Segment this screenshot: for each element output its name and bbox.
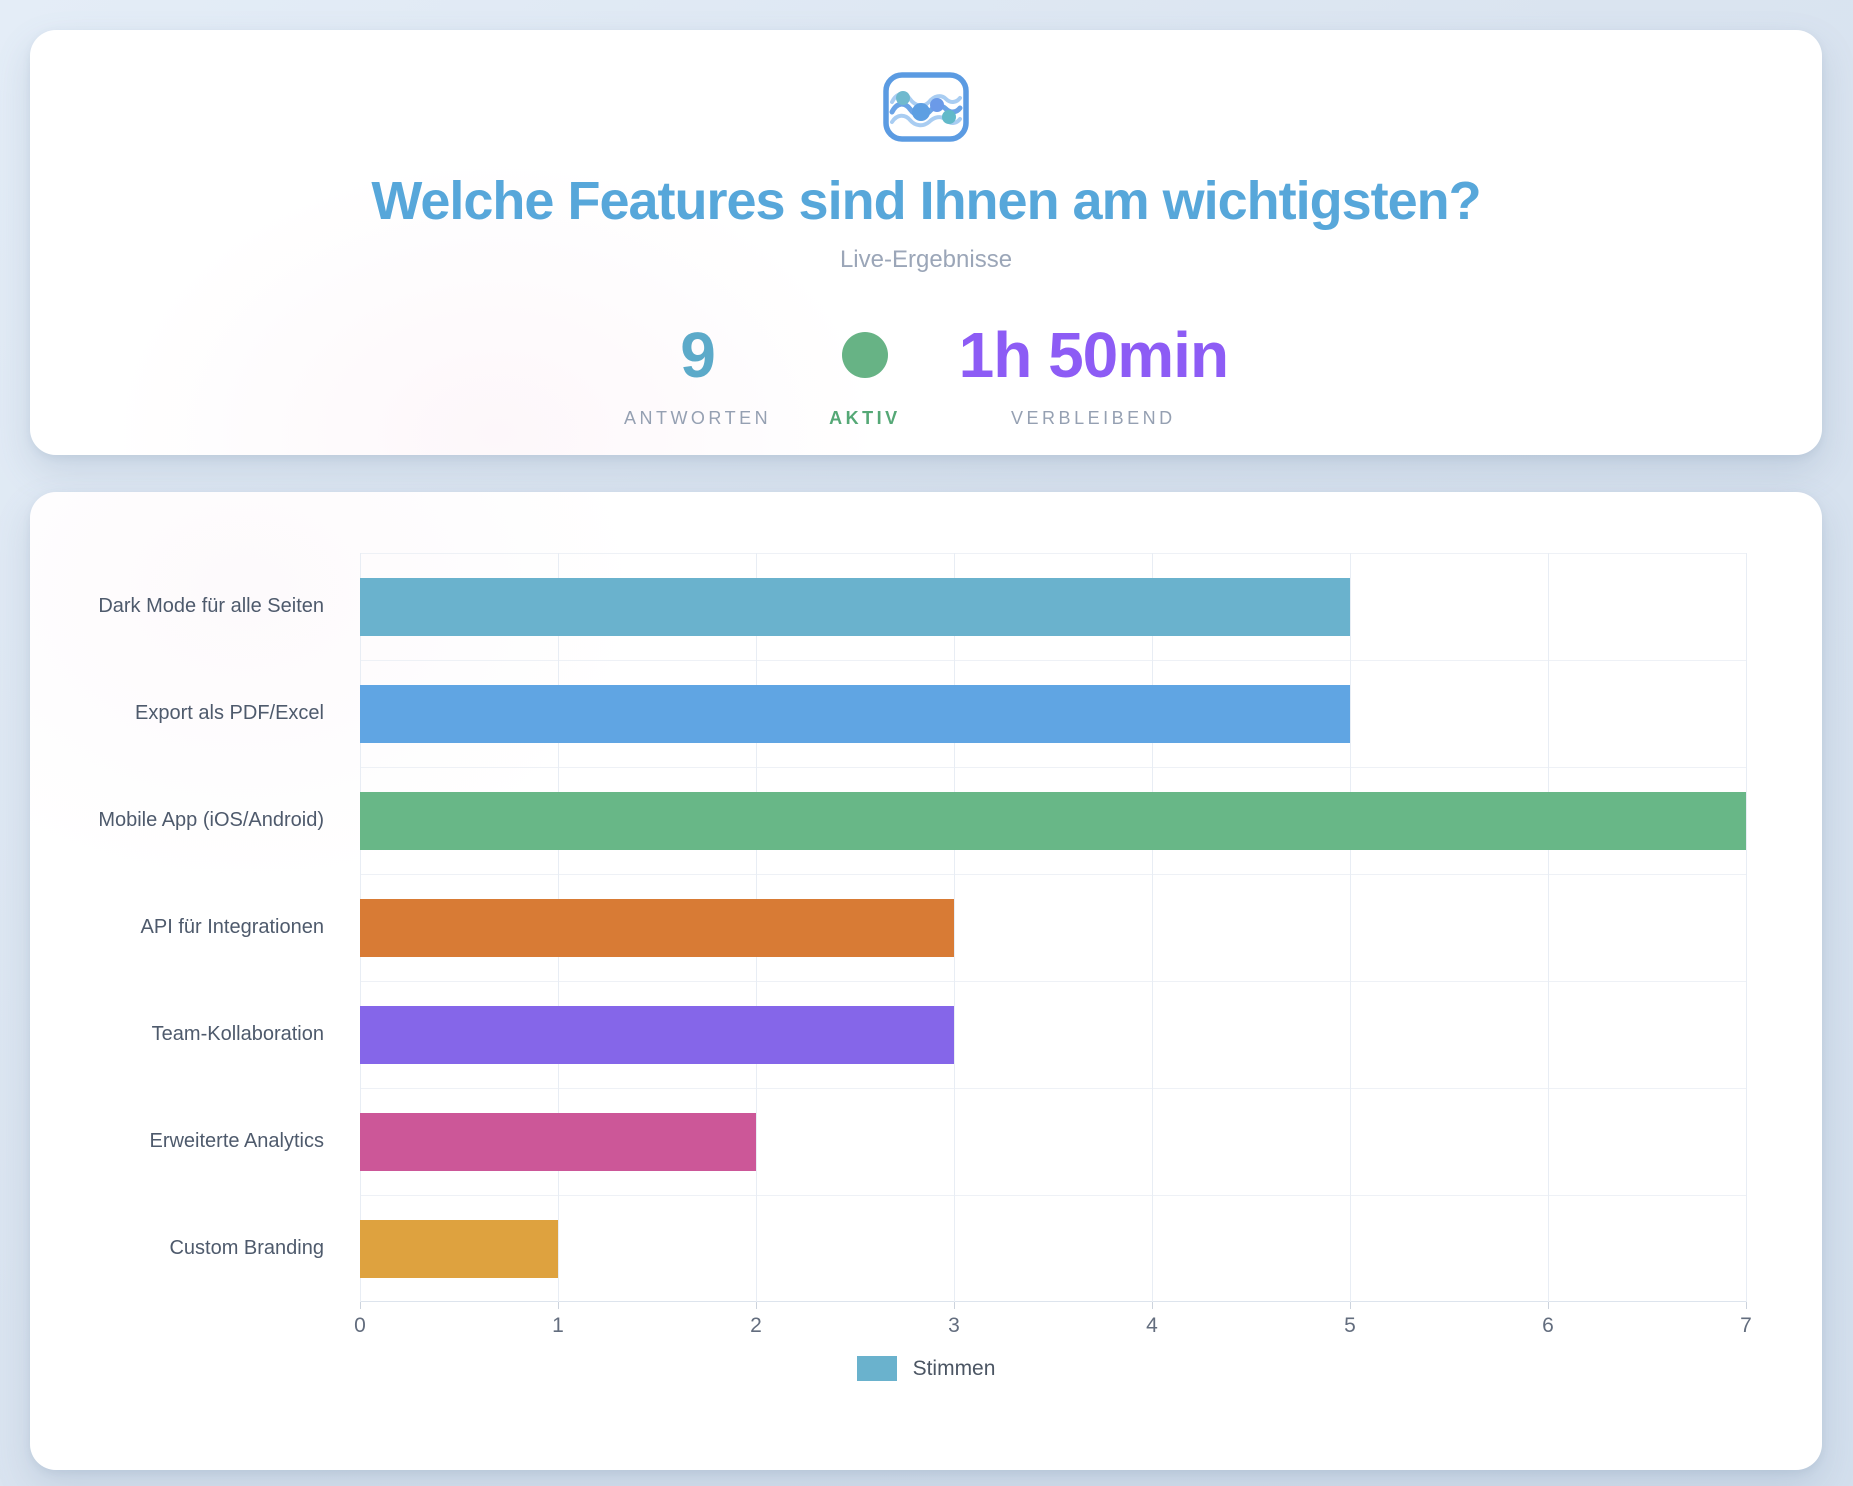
stat-remaining-value: 1h 50min [958, 319, 1229, 391]
x-axis-tick-label: 0 [354, 1314, 366, 1337]
category-label: Team-Kollaboration [151, 1023, 324, 1045]
bar-4 [360, 898, 954, 957]
stat-answers-label: ANTWORTEN [623, 408, 772, 428]
gridline-horizontal [360, 1088, 1746, 1089]
bar-6 [360, 1112, 756, 1171]
category-label: Custom Branding [169, 1237, 324, 1259]
x-axis-tick-label: 2 [750, 1314, 762, 1337]
header-card: Welche Features sind Ihnen am wichtigste… [30, 30, 1822, 455]
bar-3 [360, 791, 1746, 850]
gridline-horizontal [360, 1301, 1746, 1302]
page-subtitle: Live-Ergebnisse [839, 246, 1013, 273]
stat-remaining-label: VERBLEIBEND [1011, 408, 1176, 428]
x-axis-tick-label: 7 [1740, 1314, 1752, 1337]
gridline-vertical [1746, 553, 1747, 1302]
x-axis-tick-label: 1 [552, 1314, 564, 1337]
bar-row [360, 660, 1746, 767]
x-axis-tick-mark [1548, 1302, 1549, 1309]
bar-row [360, 553, 1746, 660]
legend-label: Stimmen [912, 1356, 996, 1380]
gridline-vertical [1548, 553, 1549, 1302]
x-axis-tick-mark [1152, 1302, 1153, 1309]
x-axis: 0 1 2 3 4 5 6 7 [354, 1314, 1752, 1340]
bar-row [360, 767, 1746, 874]
x-axis-tick-label: 3 [948, 1314, 960, 1337]
bar-row [360, 1088, 1746, 1195]
stat-active-label: AKTIV [829, 408, 901, 428]
category-label: Dark Mode für alle Seiten [98, 595, 324, 617]
legend-swatch [856, 1356, 897, 1381]
stat-remaining: 1h 50min VERBLEIBEND [958, 318, 1229, 429]
gridline-vertical [1152, 553, 1153, 1302]
x-axis-tick-label: 4 [1146, 1314, 1158, 1337]
gridline-horizontal [360, 874, 1746, 875]
gridline-horizontal [360, 553, 1746, 554]
x-axis-tick-mark [1350, 1302, 1351, 1309]
bar-row [360, 874, 1746, 981]
x-axis-tick-mark [756, 1302, 757, 1309]
x-axis-tick-mark [558, 1302, 559, 1309]
stat-active-value [841, 318, 888, 392]
category-axis: Dark Mode für alle Seiten Export als PDF/… [30, 553, 342, 1302]
stat-active: AKTIV [829, 318, 901, 429]
page-title: Welche Features sind Ihnen am wichtigste… [371, 171, 1481, 231]
legend-item-stimmen[interactable]: Stimmen [856, 1356, 996, 1381]
category-label: API für Integrationen [140, 916, 324, 938]
gridline-horizontal [360, 981, 1746, 982]
active-dot [841, 332, 888, 378]
x-axis-tick-mark [360, 1302, 361, 1309]
category-label: Erweiterte Analytics [149, 1130, 324, 1152]
category-label: Export als PDF/Excel [135, 702, 324, 724]
bar-rows [360, 553, 1746, 1302]
bar-5 [360, 1005, 954, 1064]
x-axis-tick-mark [1746, 1302, 1747, 1309]
category-label: Mobile App (iOS/Android) [98, 809, 324, 831]
gridline-horizontal [360, 660, 1746, 661]
gridline-horizontal [360, 767, 1746, 768]
stats-row: 9 ANTWORTEN AKTIV 1h 50min VERBLEIBEND [624, 318, 1229, 429]
x-axis-tick-mark [954, 1302, 955, 1309]
gridline-vertical [954, 553, 955, 1302]
bar-chart-plot-area [360, 553, 1747, 1309]
x-axis-tick-label: 6 [1542, 1314, 1554, 1337]
chart-legend: Stimmen [30, 1356, 1822, 1381]
bar-2 [360, 684, 1350, 743]
gridline-vertical [1350, 553, 1351, 1302]
bar-7 [360, 1219, 558, 1278]
chart-card: Dark Mode für alle Seiten Export als PDF/… [30, 492, 1822, 1470]
stat-answers: 9 ANTWORTEN [624, 318, 771, 429]
bar-row [360, 981, 1746, 1088]
wave-stream-chart-icon [883, 72, 969, 142]
x-axis-tick-label: 5 [1344, 1314, 1356, 1337]
bar-1 [360, 577, 1350, 636]
gridline-horizontal [360, 1195, 1746, 1196]
stat-answers-value: 9 [680, 319, 716, 391]
bar-row [360, 1195, 1746, 1302]
